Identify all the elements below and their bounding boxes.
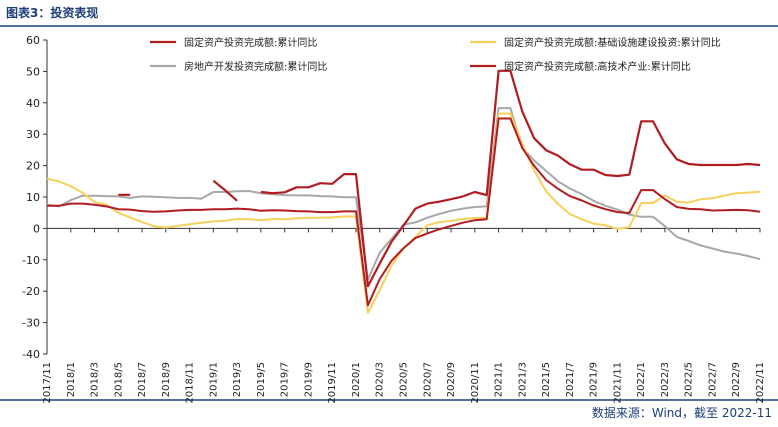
legend-item-hightech: 固定资产投资完成额:高技术产业:累计同比 xyxy=(470,60,691,73)
chart-title: 图表3：投资表现 xyxy=(6,5,98,20)
x-tick-label: 2019/9 xyxy=(303,362,314,397)
x-tick-label: 2022/5 xyxy=(684,362,695,397)
y-tick-label: 30 xyxy=(26,128,40,141)
x-tick-label: 2022/1 xyxy=(636,362,647,397)
x-tick-label: 2020/3 xyxy=(375,362,386,397)
y-tick-label: 20 xyxy=(26,160,40,173)
y-tick-label: 40 xyxy=(26,97,40,110)
legend-item-real-estate: 房地产开发投资完成额:累计同比 xyxy=(150,60,327,73)
x-tick-label: 2020/11 xyxy=(470,362,481,404)
x-tick-label: 2019/7 xyxy=(280,362,291,397)
y-axis: -40 -30 -20 -10 0 10 20 30 40 50 60 xyxy=(22,34,48,361)
y-tick-label: -40 xyxy=(22,348,40,361)
legend: 固定资产投资完成额:累计同比 固定资产投资完成额:基础设施建设投资:累计同比 房… xyxy=(150,36,721,73)
x-tick-label: 2020/5 xyxy=(399,362,410,397)
legend-label-hightech: 固定资产投资完成额:高技术产业:累计同比 xyxy=(504,60,691,73)
x-tick-label: 2017/11 xyxy=(42,362,53,404)
legend-item-fai-total: 固定资产投资完成额:累计同比 xyxy=(150,36,317,49)
x-tick-label: 2021/9 xyxy=(589,362,600,397)
plot-lines xyxy=(46,69,761,314)
x-tick-label: 2019/3 xyxy=(232,362,243,397)
x-tick-label: 2018/11 xyxy=(185,362,196,404)
x-tick-label: 2018/1 xyxy=(66,362,77,397)
legend-label-fai-total: 固定资产投资完成额:累计同比 xyxy=(184,36,317,49)
x-tick-label: 2021/1 xyxy=(494,362,505,397)
y-tick-label: -20 xyxy=(22,285,40,298)
x-tick-label: 2019/5 xyxy=(256,362,267,397)
legend-label-infra: 固定资产投资完成额:基础设施建设投资:累计同比 xyxy=(504,36,721,49)
x-tick-label: 2018/7 xyxy=(137,362,148,397)
y-tick-label: 0 xyxy=(33,222,40,235)
y-tick-label: -10 xyxy=(22,254,40,267)
x-tick-label: 2021/3 xyxy=(517,362,528,397)
x-tick-label: 2021/7 xyxy=(565,362,576,397)
x-tick-label: 2018/9 xyxy=(161,362,172,397)
x-tick-label: 2020/7 xyxy=(422,362,433,397)
source-note: 数据来源：Wind，截至 2022-11 xyxy=(592,405,772,420)
y-tick-label: -30 xyxy=(22,317,40,330)
x-tick-label: 2022/7 xyxy=(707,362,718,397)
x-tick-label: 2018/3 xyxy=(90,362,101,397)
series-line-fai-total xyxy=(47,117,761,307)
x-tick-label: 2019/1 xyxy=(208,362,219,397)
x-tick-label: 2021/11 xyxy=(612,362,623,404)
x-tick-label: 2021/5 xyxy=(541,362,552,397)
series-line-hightech xyxy=(118,69,761,288)
x-tick-label: 2020/1 xyxy=(351,362,362,397)
legend-item-infra: 固定资产投资完成额:基础设施建设投资:累计同比 xyxy=(470,36,721,49)
y-tick-label: 50 xyxy=(26,65,40,78)
x-tick-label: 2019/11 xyxy=(327,362,338,404)
x-tick-label: 2020/9 xyxy=(446,362,457,397)
y-tick-label: 10 xyxy=(26,191,40,204)
legend-label-real-estate: 房地产开发投资完成额:累计同比 xyxy=(184,60,327,73)
y-tick-label: 60 xyxy=(26,34,40,47)
x-axis: 2017/11 2018/1 2018/3 2018/5 2018/7 2018/9 201… xyxy=(42,227,766,404)
x-tick-label: 2018/5 xyxy=(113,362,124,397)
x-tick-label: 2022/3 xyxy=(660,362,671,397)
x-tick-label: 2022/9 xyxy=(731,362,742,397)
x-tick-label: 2022/11 xyxy=(755,362,766,404)
